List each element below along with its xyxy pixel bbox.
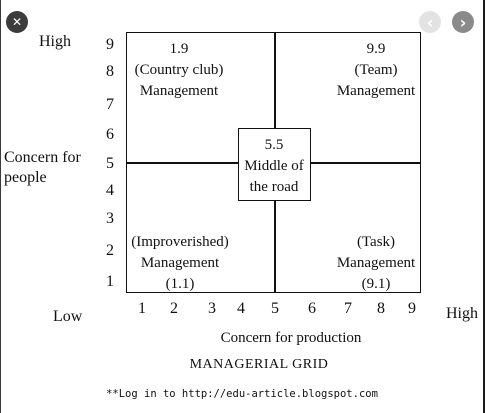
- task-score: (9.1): [361, 276, 391, 292]
- y-tick-9: 9: [106, 36, 114, 53]
- y-tick-6: 6: [106, 126, 114, 143]
- y-tick-1: 1: [106, 273, 114, 290]
- y-tick-7: 7: [106, 96, 114, 113]
- y-tick-3: 3: [106, 210, 114, 227]
- quadrant-impoverished: (Improverished) Management (1.1): [128, 232, 232, 295]
- x-tick-5: 5: [271, 300, 279, 317]
- y-tick-4: 4: [106, 182, 114, 199]
- middle-of-the-road-box: 5.5 Middle of the road: [238, 128, 311, 201]
- country-club-type: Management: [139, 83, 219, 99]
- middle-score: 5.5: [264, 137, 284, 153]
- x-tick-7: 7: [344, 300, 352, 317]
- team-name: (Team): [354, 62, 398, 78]
- x-axis-high-label: High: [446, 305, 478, 322]
- x-tick-2: 2: [170, 300, 178, 317]
- middle-name-line1: Middle of: [244, 158, 304, 174]
- chevron-right-icon: ›: [459, 12, 467, 32]
- impoverished-score: (1.1): [165, 276, 195, 292]
- y-tick-5: 5: [106, 155, 114, 172]
- x-tick-4: 4: [237, 300, 245, 317]
- quadrant-team: 9.9 (Team) Management: [331, 39, 421, 102]
- figure-title: MANAGERIAL GRID: [189, 357, 329, 372]
- x-tick-8: 8: [377, 300, 385, 317]
- source-note: **Log in to http://edu-article.blogspot.…: [106, 388, 378, 400]
- quadrant-task: (Task) Management (9.1): [331, 232, 421, 295]
- x-tick-3: 3: [208, 300, 216, 317]
- x-axis-label: Concern for production: [220, 330, 362, 346]
- task-type: Management: [336, 255, 416, 271]
- impoverished-type: Management: [140, 255, 220, 271]
- quadrant-country-club: 1.9 (Country club) Management: [128, 39, 230, 102]
- x-axis-low-label: Low: [53, 308, 83, 325]
- next-image-button[interactable]: ›: [452, 11, 474, 33]
- x-tick-1: 1: [138, 300, 146, 317]
- y-axis-label-line1: Concern for: [4, 149, 81, 166]
- y-axis-high-label: High: [39, 33, 71, 50]
- country-club-score: 1.9: [169, 41, 189, 57]
- team-score: 9.9: [366, 41, 386, 57]
- y-axis-label-line2: people: [4, 169, 47, 186]
- country-club-name: (Country club): [134, 62, 224, 78]
- team-type: Management: [336, 83, 416, 99]
- x-tick-9: 9: [408, 300, 416, 317]
- y-tick-8: 8: [106, 63, 114, 80]
- x-tick-6: 6: [308, 300, 316, 317]
- chevron-left-icon: ‹: [426, 12, 434, 32]
- task-name: (Task): [356, 234, 396, 250]
- close-button[interactable]: ✕: [6, 11, 28, 33]
- y-tick-2: 2: [106, 242, 114, 259]
- previous-image-button[interactable]: ‹: [419, 11, 441, 33]
- close-icon: ✕: [11, 15, 23, 29]
- middle-name-line2: the road: [249, 179, 299, 195]
- impoverished-name: (Improverished): [131, 234, 229, 250]
